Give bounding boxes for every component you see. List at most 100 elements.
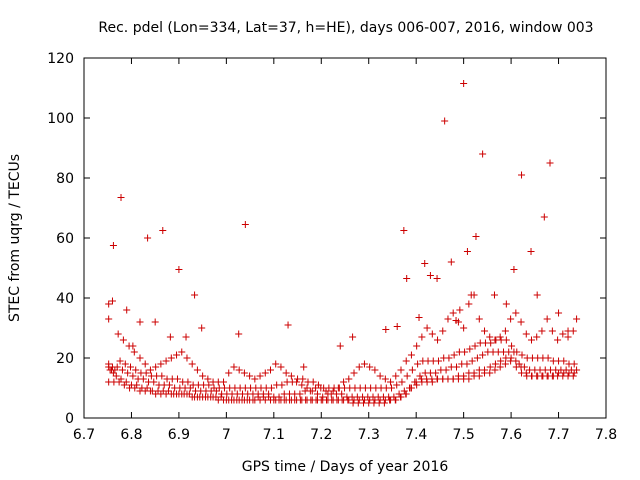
data-point	[115, 378, 123, 386]
data-point	[540, 213, 548, 221]
data-point	[423, 324, 431, 332]
data-point	[308, 387, 316, 395]
data-point	[472, 233, 480, 240]
data-point	[319, 393, 327, 401]
data-point	[491, 366, 499, 374]
data-point	[131, 384, 139, 392]
data-point	[442, 366, 450, 374]
data-point	[527, 336, 535, 344]
data-point	[560, 357, 568, 365]
data-point	[158, 372, 166, 380]
data-point	[146, 387, 154, 395]
data-point	[241, 221, 249, 228]
data-point	[381, 375, 389, 383]
data-point	[220, 378, 228, 386]
data-point	[471, 342, 479, 350]
data-point	[397, 393, 405, 401]
data-point	[407, 384, 415, 392]
data-point	[517, 318, 525, 326]
data-point	[360, 360, 368, 368]
data-point	[450, 351, 458, 359]
data-point	[136, 354, 144, 362]
x-tick-label: 7.7	[547, 427, 569, 443]
data-point	[402, 390, 410, 398]
data-point	[517, 363, 525, 371]
data-point	[444, 315, 452, 323]
data-point	[116, 357, 124, 365]
data-point	[287, 372, 295, 380]
x-tick-label: 7.2	[310, 427, 332, 443]
data-point	[408, 366, 416, 374]
data-point	[183, 390, 191, 398]
data-point	[468, 357, 476, 365]
data-point	[162, 357, 170, 365]
data-point	[490, 291, 498, 299]
data-point	[230, 363, 238, 371]
data-point	[380, 399, 388, 407]
data-point	[466, 345, 474, 353]
data-point	[340, 378, 348, 386]
data-point	[265, 390, 273, 398]
y-tick-label: 100	[47, 111, 74, 127]
data-point	[403, 372, 411, 380]
data-point	[130, 348, 138, 356]
data-point	[543, 315, 551, 323]
y-tick-label: 0	[65, 411, 74, 427]
data-point	[428, 378, 436, 386]
y-tick-label: 120	[47, 51, 74, 67]
data-point	[345, 375, 353, 383]
data-point	[544, 354, 552, 362]
y-tick-label: 60	[56, 231, 74, 247]
data-point	[123, 306, 131, 314]
data-point	[157, 360, 165, 368]
data-point	[350, 369, 358, 377]
data-point	[152, 363, 160, 371]
data-point	[491, 360, 499, 368]
data-point	[349, 333, 357, 341]
x-tick-label: 7.5	[453, 427, 475, 443]
data-point	[452, 317, 460, 324]
data-point	[570, 360, 578, 368]
data-point	[132, 366, 140, 374]
data-point	[397, 366, 405, 374]
data-point	[475, 315, 483, 323]
data-point	[188, 360, 196, 368]
x-axis-label: GPS time / Days of year 2016	[242, 459, 449, 475]
data-point	[139, 375, 147, 383]
data-point	[554, 336, 562, 344]
data-point	[426, 272, 434, 279]
x-tick-label: 6.9	[168, 427, 190, 443]
data-point	[501, 360, 509, 368]
data-point	[142, 369, 150, 377]
data-point	[501, 327, 509, 335]
axis-ticks	[83, 57, 607, 419]
data-point	[166, 333, 174, 341]
data-point	[400, 387, 408, 395]
data-point	[512, 309, 520, 317]
data-point	[559, 330, 567, 338]
data-point	[173, 375, 181, 383]
data-point	[240, 369, 248, 377]
data-point	[460, 324, 468, 332]
data-point	[522, 330, 530, 338]
data-point	[393, 381, 401, 389]
data-point	[407, 351, 415, 359]
data-point	[235, 330, 243, 338]
data-point	[447, 258, 455, 266]
data-point	[129, 342, 137, 350]
data-point	[329, 387, 337, 395]
data-point	[467, 291, 475, 299]
data-point	[496, 333, 504, 341]
data-point	[278, 381, 286, 389]
data-point	[117, 375, 125, 383]
data-point	[465, 375, 473, 383]
data-point	[573, 315, 581, 323]
data-point	[486, 363, 494, 371]
data-point	[193, 366, 201, 374]
data-point	[298, 381, 306, 389]
data-point	[502, 300, 510, 308]
data-point	[439, 327, 447, 335]
x-tick-labels: 6.7 6.8 6.9 7 7.1 7.2 7.3 7.4 7.5 7.6 7.7 7.8	[73, 427, 617, 443]
data-point	[143, 384, 151, 392]
